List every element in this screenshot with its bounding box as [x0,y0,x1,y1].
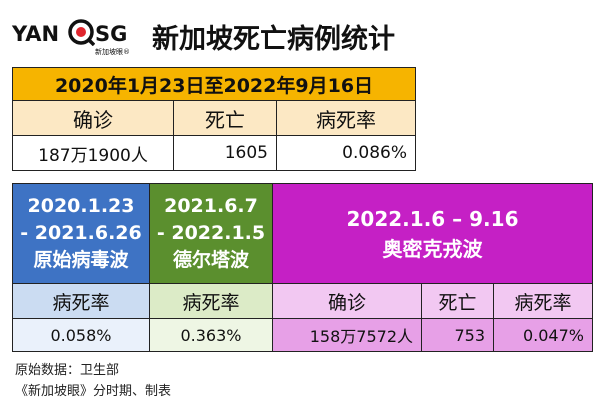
omicron-header-fatality-rate: 病死率 [493,283,593,319]
data-source: 原始数据：卫生部 [15,363,120,378]
logo: YAN SG 新加坡眼® [12,16,152,56]
overall-header-confirmed: 确诊 [12,100,174,136]
delta-wave-start: 2021.6.7 [164,195,258,217]
original-wave-header: 2020.1.23 - 2021.6.26 原始病毒波 [12,183,150,284]
overall-value-confirmed: 187万1900人 [12,135,174,171]
omicron-value-fatality-rate: 0.047% [493,318,593,352]
logo-text-yan: YAN [12,22,60,46]
omicron-header-confirmed: 确诊 [272,283,422,319]
omicron-value-deaths: 753 [421,318,494,352]
delta-rate-value: 0.363% [149,318,273,352]
omicron-wave-name: 奥密克戎波 [382,236,483,261]
omicron-wave-period: 2022.1.6 – 9.16 [346,206,519,231]
delta-rate-label: 病死率 [149,283,273,319]
original-wave-start: 2020.1.23 [27,195,135,217]
overall-value-deaths: 1605 [173,135,277,171]
overall-value-fatality-rate: 0.086% [276,135,416,171]
omicron-header-deaths: 死亡 [421,283,494,319]
original-wave-name: 原始病毒波 [33,249,129,271]
delta-wave-end: - 2022.1.5 [156,222,266,244]
delta-wave-header: 2021.6.7 - 2022.1.5 德尔塔波 [149,183,273,284]
delta-wave-name: 德尔塔波 [172,249,249,271]
overall-header-fatality-rate: 病死率 [276,100,416,136]
original-rate-label: 病死率 [12,283,150,319]
omicron-value-confirmed: 158万7572人 [272,318,422,352]
overall-period-header: 2020年1月23日至2022年9月16日 [12,67,416,101]
original-rate-value: 0.058% [12,318,150,352]
overall-header-deaths: 死亡 [173,100,277,136]
logo-text-sg: SG [95,22,128,46]
credit-line: 《新加坡眼》分时期、制表 [15,384,172,399]
omicron-wave-header: 2022.1.6 – 9.16 奥密克戎波 [272,183,593,284]
page-title: 新加坡死亡病例统计 [152,24,395,55]
original-wave-end: - 2021.6.26 [20,222,142,244]
eye-logo-icon [68,19,95,46]
logo-subtext: 新加坡眼® [95,48,130,56]
